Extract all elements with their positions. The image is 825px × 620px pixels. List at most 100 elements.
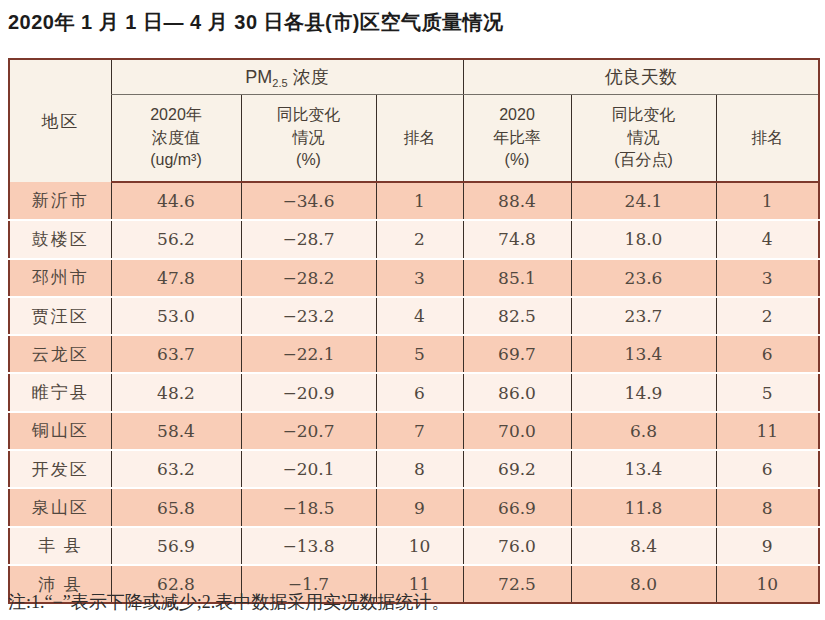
pm-value-cell: 56.9 xyxy=(111,527,241,565)
group-header-row: 地区 PM2.5 浓度 优良天数 xyxy=(9,59,819,95)
good-rank-cell: 11 xyxy=(716,412,819,450)
table-row: 新沂市44.6−34.6188.424.11 xyxy=(9,182,819,220)
good-rate-column-header: 2020 年比率 (%) xyxy=(463,95,571,183)
pm-rank-cell: 4 xyxy=(376,297,463,335)
good-change-cell: 11.8 xyxy=(571,488,716,526)
good-change-cell: 24.1 xyxy=(571,182,716,220)
pm-change-column-header: 同比变化 情况 (%) xyxy=(241,95,376,183)
pm-change-cell: −20.9 xyxy=(241,373,376,411)
good-rate-cell: 88.4 xyxy=(463,182,571,220)
good-rate-cell: 69.7 xyxy=(463,335,571,373)
pm-change-cell: −28.2 xyxy=(241,259,376,297)
pm-value-cell: 53.0 xyxy=(111,297,241,335)
good-rate-cell: 69.2 xyxy=(463,450,571,488)
good-rate-cell: 82.5 xyxy=(463,297,571,335)
good-change-cell: 8.4 xyxy=(571,527,716,565)
pm-value-cell: 63.7 xyxy=(111,335,241,373)
pm25-label-subscript: 2.5 xyxy=(272,77,287,89)
pm-value-cell: 58.4 xyxy=(111,412,241,450)
good-rate-cell: 74.8 xyxy=(463,220,571,258)
pm-rank-cell: 5 xyxy=(376,335,463,373)
pm-rank-cell: 9 xyxy=(376,488,463,526)
pm-rank-cell: 2 xyxy=(376,220,463,258)
good-rank-cell: 10 xyxy=(716,565,819,603)
region-cell: 新沂市 xyxy=(9,182,111,220)
good-rank-cell: 6 xyxy=(716,335,819,373)
pm-value-cell: 65.8 xyxy=(111,488,241,526)
good-rate-cell: 86.0 xyxy=(463,373,571,411)
pm-value-cell: 44.6 xyxy=(111,182,241,220)
pm-rank-cell: 3 xyxy=(376,259,463,297)
good-change-cell: 23.6 xyxy=(571,259,716,297)
pm25-group-header: PM2.5 浓度 xyxy=(111,59,463,95)
good-change-column-header: 同比变化 情况 (百分点) xyxy=(571,95,716,183)
table-row: 铜山区58.4−20.7770.06.811 xyxy=(9,412,819,450)
region-cell: 云龙区 xyxy=(9,335,111,373)
good-change-cell: 18.0 xyxy=(571,220,716,258)
footnote: 注:1.“−”表示下降或减少;2.表中数据采用实况数据统计。 xyxy=(8,590,449,614)
good-rank-cell: 1 xyxy=(716,182,819,220)
pm25-label-suffix: 浓度 xyxy=(288,67,329,87)
table-row: 丰 县56.9−13.81076.08.49 xyxy=(9,527,819,565)
region-cell: 开发区 xyxy=(9,450,111,488)
table-row: 开发区63.2−20.1869.213.46 xyxy=(9,450,819,488)
pm-change-cell: −20.1 xyxy=(241,450,376,488)
pm-value-column-header: 2020年 浓度值 (ug/m³) xyxy=(111,95,241,183)
pm-value-cell: 63.2 xyxy=(111,450,241,488)
pm-change-cell: −18.5 xyxy=(241,488,376,526)
region-column-header: 地区 xyxy=(9,59,111,182)
air-quality-table: 地区 PM2.5 浓度 优良天数 2020年 浓度值 (ug/m³) 同比变化 … xyxy=(8,58,820,604)
pm-rank-column-header: 排名 xyxy=(376,95,463,183)
region-cell: 铜山区 xyxy=(9,412,111,450)
page-title: 2020年 1 月 1 日— 4 月 30 日各县(市)区空气质量情况 xyxy=(8,9,503,36)
region-cell: 睢宁县 xyxy=(9,373,111,411)
pm25-label-prefix: PM xyxy=(245,67,272,87)
good-rate-cell: 76.0 xyxy=(463,527,571,565)
good-change-cell: 14.9 xyxy=(571,373,716,411)
good-change-cell: 13.4 xyxy=(571,450,716,488)
sub-header-row: 2020年 浓度值 (ug/m³) 同比变化 情况 (%) 排名 2020 年比… xyxy=(9,95,819,183)
pm-rank-cell: 8 xyxy=(376,450,463,488)
pm-value-cell: 48.2 xyxy=(111,373,241,411)
region-cell: 泉山区 xyxy=(9,488,111,526)
pm-rank-cell: 6 xyxy=(376,373,463,411)
table-row: 云龙区63.7−22.1569.713.46 xyxy=(9,335,819,373)
table-row: 鼓楼区56.2−28.7274.818.04 xyxy=(9,220,819,258)
table-row: 泉山区65.8−18.5966.911.88 xyxy=(9,488,819,526)
good-change-cell: 23.7 xyxy=(571,297,716,335)
table-row: 贾汪区53.0−23.2482.523.72 xyxy=(9,297,819,335)
good-days-group-header: 优良天数 xyxy=(463,59,819,95)
pm-change-cell: −13.8 xyxy=(241,527,376,565)
good-change-cell: 6.8 xyxy=(571,412,716,450)
table-row: 睢宁县48.2−20.9686.014.95 xyxy=(9,373,819,411)
pm-value-cell: 47.8 xyxy=(111,259,241,297)
pm-rank-cell: 7 xyxy=(376,412,463,450)
table-row: 邳州市47.8−28.2385.123.63 xyxy=(9,259,819,297)
region-cell: 邳州市 xyxy=(9,259,111,297)
pm-change-cell: −34.6 xyxy=(241,182,376,220)
pm-change-cell: −28.7 xyxy=(241,220,376,258)
good-change-cell: 13.4 xyxy=(571,335,716,373)
good-rate-cell: 70.0 xyxy=(463,412,571,450)
region-cell: 鼓楼区 xyxy=(9,220,111,258)
pm-change-cell: −23.2 xyxy=(241,297,376,335)
good-rank-cell: 5 xyxy=(716,373,819,411)
pm-change-cell: −22.1 xyxy=(241,335,376,373)
good-rank-cell: 4 xyxy=(716,220,819,258)
region-cell: 贾汪区 xyxy=(9,297,111,335)
good-rank-cell: 9 xyxy=(716,527,819,565)
good-rate-cell: 66.9 xyxy=(463,488,571,526)
good-rate-cell: 85.1 xyxy=(463,259,571,297)
pm-value-cell: 56.2 xyxy=(111,220,241,258)
pm-change-cell: −20.7 xyxy=(241,412,376,450)
good-rank-column-header: 排名 xyxy=(716,95,819,183)
pm-rank-cell: 10 xyxy=(376,527,463,565)
good-rank-cell: 2 xyxy=(716,297,819,335)
good-rank-cell: 6 xyxy=(716,450,819,488)
good-rank-cell: 8 xyxy=(716,488,819,526)
good-rate-cell: 72.5 xyxy=(463,565,571,603)
table-header: 地区 PM2.5 浓度 优良天数 2020年 浓度值 (ug/m³) 同比变化 … xyxy=(9,59,819,182)
good-rank-cell: 3 xyxy=(716,259,819,297)
table-body: 新沂市44.6−34.6188.424.11鼓楼区56.2−28.7274.81… xyxy=(9,182,819,603)
region-cell: 丰 县 xyxy=(9,527,111,565)
